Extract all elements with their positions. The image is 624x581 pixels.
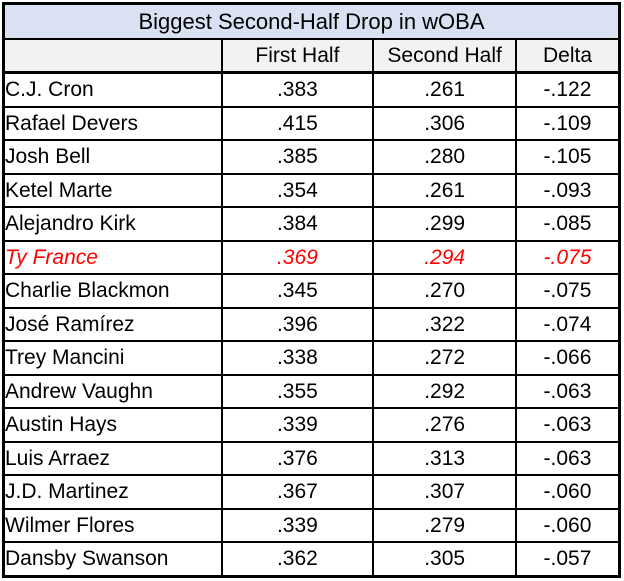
first-half-cell: .384 (220, 206, 375, 242)
table-row: Dansby Swanson .362 .305 -.057 (2, 541, 621, 577)
player-name-cell: C.J. Cron (2, 71, 223, 108)
delta-cell: -.074 (514, 306, 621, 342)
table-row: Austin Hays .339 .276 -.063 (2, 407, 621, 443)
table-row: Andrew Vaughn .355 .292 -.063 (2, 373, 621, 409)
first-half-cell: .367 (220, 474, 375, 510)
first-half-cell: .385 (220, 139, 375, 175)
player-name-cell: José Ramírez (2, 306, 223, 342)
table-row: Wilmer Flores .339 .279 -.060 (2, 507, 621, 543)
first-half-cell: .415 (220, 105, 375, 141)
table-row: Josh Bell .385 .280 -.105 (2, 139, 621, 175)
first-half-cell: .338 (220, 340, 375, 376)
second-half-cell: .279 (372, 507, 517, 543)
first-half-cell: .345 (220, 273, 375, 309)
table-row: Luis Arraez .376 .313 -.063 (2, 440, 621, 476)
player-name-cell: Ketel Marte (2, 172, 223, 208)
table-row: Charlie Blackmon .345 .270 -.075 (2, 273, 621, 309)
player-name-cell: Ty France (2, 239, 223, 275)
table-row: José Ramírez .396 .322 -.074 (2, 306, 621, 342)
delta-cell: -.063 (514, 440, 621, 476)
table-row: C.J. Cron .383 .261 -.122 (2, 71, 621, 108)
player-name-cell: J.D. Martinez (2, 474, 223, 510)
first-half-cell: .383 (220, 71, 375, 108)
first-half-cell: .355 (220, 373, 375, 409)
delta-cell: -.109 (514, 105, 621, 141)
second-half-cell: .292 (372, 373, 517, 409)
delta-cell: -.105 (514, 139, 621, 175)
column-header-delta: Delta (514, 38, 621, 74)
first-half-cell: .339 (220, 407, 375, 443)
player-name-cell: Austin Hays (2, 407, 223, 443)
second-half-cell: .261 (372, 172, 517, 208)
column-header-first-half: First Half (220, 38, 375, 74)
delta-cell: -.093 (514, 172, 621, 208)
delta-cell: -.075 (514, 273, 621, 309)
second-half-cell: .305 (372, 541, 517, 577)
first-half-cell: .354 (220, 172, 375, 208)
delta-cell: -.066 (514, 340, 621, 376)
table-row: Rafael Devers .415 .306 -.109 (2, 105, 621, 141)
player-name-cell: Rafael Devers (2, 105, 223, 141)
delta-cell: -.063 (514, 373, 621, 409)
second-half-cell: .307 (372, 474, 517, 510)
second-half-cell: .280 (372, 139, 517, 175)
delta-cell: -.085 (514, 206, 621, 242)
player-name-cell: Charlie Blackmon (2, 273, 223, 309)
second-half-cell: .270 (372, 273, 517, 309)
player-name-cell: Dansby Swanson (2, 541, 223, 577)
second-half-cell: .322 (372, 306, 517, 342)
first-half-cell: .376 (220, 440, 375, 476)
player-name-cell: Alejandro Kirk (2, 206, 223, 242)
delta-cell: -.075 (514, 239, 621, 275)
player-name-cell: Trey Mancini (2, 340, 223, 376)
table-row: Trey Mancini .338 .272 -.066 (2, 340, 621, 376)
first-half-cell: .339 (220, 507, 375, 543)
delta-cell: -.060 (514, 474, 621, 510)
first-half-cell: .369 (220, 239, 375, 275)
delta-cell: -.063 (514, 407, 621, 443)
second-half-cell: .313 (372, 440, 517, 476)
delta-cell: -.122 (514, 71, 621, 108)
table-title: Biggest Second-Half Drop in wOBA (2, 2, 621, 40)
first-half-cell: .396 (220, 306, 375, 342)
second-half-cell: .306 (372, 105, 517, 141)
table-row: Ketel Marte .354 .261 -.093 (2, 172, 621, 208)
second-half-cell: .272 (372, 340, 517, 376)
table-row: J.D. Martinez .367 .307 -.060 (2, 474, 621, 510)
table-row: Alejandro Kirk .384 .299 -.085 (2, 206, 621, 242)
player-name-cell: Andrew Vaughn (2, 373, 223, 409)
second-half-cell: .261 (372, 71, 517, 108)
second-half-cell: .299 (372, 206, 517, 242)
player-name-cell: Luis Arraez (2, 440, 223, 476)
second-half-cell: .276 (372, 407, 517, 443)
player-name-cell: Wilmer Flores (2, 507, 223, 543)
column-header-name (2, 38, 223, 74)
table-row-highlighted: Ty France .369 .294 -.075 (2, 239, 621, 275)
player-name-cell: Josh Bell (2, 139, 223, 175)
column-header-second-half: Second Half (372, 38, 517, 74)
second-half-cell: .294 (372, 239, 517, 275)
table-header-row: First Half Second Half Delta (2, 38, 621, 74)
table-title-row: Biggest Second-Half Drop in wOBA (2, 2, 621, 40)
first-half-cell: .362 (220, 541, 375, 577)
delta-cell: -.060 (514, 507, 621, 543)
delta-cell: -.057 (514, 541, 621, 577)
